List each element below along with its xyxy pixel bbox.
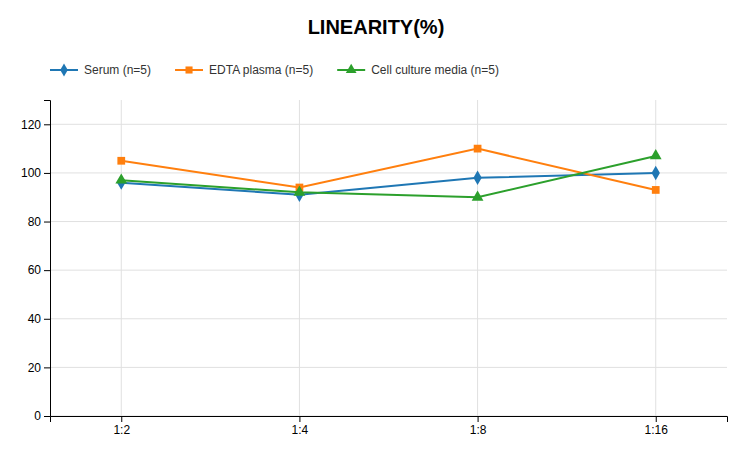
x-tick-label: 1:4	[292, 423, 309, 437]
x-tick: 1:16	[645, 416, 669, 437]
x-tick-label: 1:8	[470, 423, 487, 437]
grid	[50, 100, 727, 416]
x-tick-mark	[121, 416, 122, 422]
point	[650, 149, 662, 159]
x-axis-line	[51, 417, 728, 423]
y-tick-mark	[44, 270, 50, 271]
grid-line	[655, 100, 656, 416]
x-tick-label: 1:16	[645, 423, 669, 437]
point	[115, 173, 127, 183]
line	[121, 149, 655, 190]
plot: 1:2 1:4 1:8 1:16 0 20 40 60 80 100 120	[21, 100, 728, 437]
point	[652, 166, 660, 180]
y-tick: 80	[28, 215, 50, 229]
legend-symbol	[60, 63, 68, 76]
point	[473, 171, 481, 185]
y-tick-label: 100	[21, 166, 41, 180]
y-tick-label: 20	[28, 361, 42, 375]
y-tick-label: 40	[28, 312, 42, 326]
legend-label: Cell culture media (n=5)	[371, 63, 499, 77]
y-tick: 120	[21, 118, 50, 132]
y-tick-label: 80	[28, 215, 42, 229]
grid-line	[121, 100, 122, 416]
y-tick: 0	[34, 409, 50, 423]
line	[121, 173, 655, 195]
y-tick-mark	[44, 367, 50, 368]
series-group	[115, 145, 661, 202]
x-tick: 1:4	[292, 416, 309, 437]
legend-symbol	[346, 64, 357, 73]
grid-line	[50, 270, 727, 271]
x-tick-mark	[656, 416, 657, 422]
y-axis-line	[44, 101, 51, 417]
point	[294, 186, 306, 196]
title: LINEARITY(%)	[308, 16, 445, 38]
chart: LINEARITY(%) 1:2 1:4 1:8 1:16 0 20 40 60 80 100 120…	[0, 0, 752, 451]
y-tick-mark	[44, 124, 50, 125]
x-axis: 1:2 1:4 1:8 1:16	[51, 416, 728, 437]
x-tick-label: 1:2	[113, 423, 130, 437]
y-tick: 20	[28, 361, 50, 375]
y-tick-label: 60	[28, 263, 42, 277]
point	[117, 157, 125, 165]
grid-line	[50, 221, 727, 222]
legend-item: EDTA plasma (n=5)	[175, 63, 313, 77]
series	[115, 149, 661, 201]
y-tick-mark	[44, 173, 50, 174]
y-tick-mark	[44, 319, 50, 320]
point	[472, 190, 484, 200]
y-tick-mark	[44, 222, 50, 223]
legend-item: Serum (n=5)	[50, 63, 151, 77]
line	[121, 156, 655, 197]
y-tick: 100	[21, 166, 50, 180]
grid-line	[50, 124, 727, 125]
x-tick-mark	[299, 416, 300, 422]
y-tick-mark	[44, 416, 50, 417]
legend-symbol	[185, 66, 192, 73]
y-tick: 60	[28, 263, 50, 277]
point	[652, 186, 660, 194]
legend: Serum (n=5) EDTA plasma (n=5) Cell culture…	[50, 63, 499, 77]
point	[474, 145, 482, 153]
legend-item: Cell culture media (n=5)	[337, 63, 499, 77]
legend-label: EDTA plasma (n=5)	[209, 63, 313, 77]
grid-line	[50, 367, 727, 368]
y-tick-label: 120	[21, 118, 41, 132]
x-tick: 1:8	[470, 416, 487, 437]
grid-line	[299, 100, 300, 416]
y-axis: 0 20 40 60 80 100 120	[21, 101, 51, 424]
x-tick: 1:2	[113, 416, 130, 437]
y-tick-label: 0	[34, 409, 41, 423]
x-tick-mark	[478, 416, 479, 422]
legend-label: Serum (n=5)	[84, 63, 151, 77]
y-tick: 40	[28, 312, 50, 326]
grid-line	[50, 318, 727, 319]
